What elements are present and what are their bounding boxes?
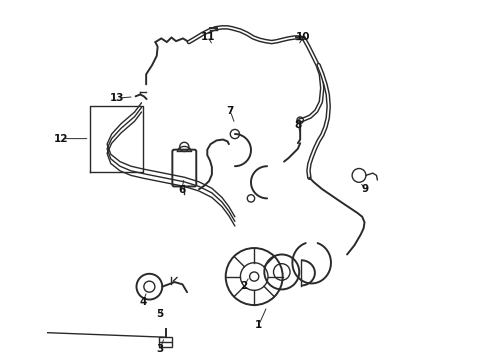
Text: 8: 8 bbox=[294, 120, 302, 130]
Text: 9: 9 bbox=[362, 184, 369, 194]
Text: 10: 10 bbox=[295, 32, 310, 42]
Text: 3: 3 bbox=[156, 344, 164, 354]
Text: 12: 12 bbox=[54, 134, 68, 144]
Text: 4: 4 bbox=[139, 297, 147, 307]
Text: 11: 11 bbox=[201, 32, 216, 42]
Text: 6: 6 bbox=[178, 185, 185, 195]
Text: 7: 7 bbox=[226, 106, 234, 116]
Text: 13: 13 bbox=[110, 93, 124, 103]
Text: 5: 5 bbox=[156, 309, 164, 319]
Text: 1: 1 bbox=[255, 320, 263, 330]
Text: 2: 2 bbox=[241, 281, 248, 291]
